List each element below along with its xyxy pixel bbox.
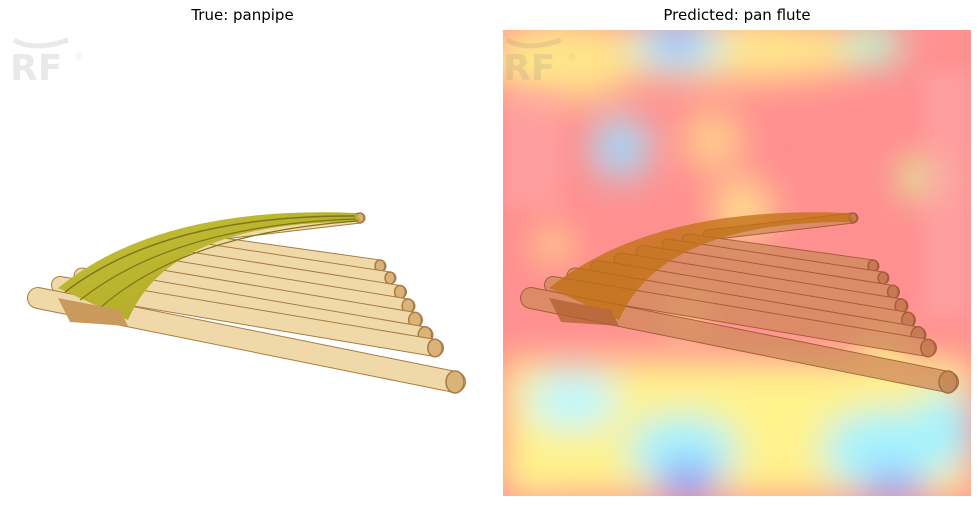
pipe-tube bbox=[121, 253, 415, 313]
left-panel-title: True: panpipe bbox=[191, 6, 294, 24]
watermark-logo-overlay: RF ® bbox=[503, 37, 577, 89]
heatmap-overlay-image: RF ® bbox=[503, 30, 971, 496]
watermark-logo: RF ® bbox=[10, 37, 84, 89]
heatmap-blobs bbox=[503, 30, 971, 496]
pipe-tube bbox=[637, 246, 899, 298]
svg-text:®: ® bbox=[74, 52, 84, 63]
pipe-tube-opening bbox=[920, 338, 936, 358]
svg-text:®: ® bbox=[567, 52, 577, 63]
svg-text:RF: RF bbox=[10, 48, 62, 89]
pipe-tube-opening bbox=[427, 338, 443, 358]
pipe-tube bbox=[662, 239, 889, 284]
right-panel-title: Predicted: pan flute bbox=[663, 6, 811, 24]
binding-band bbox=[58, 212, 362, 326]
pipe-tube bbox=[189, 234, 386, 272]
pipe-tube-opening bbox=[445, 370, 465, 394]
pipe-tube bbox=[614, 253, 908, 313]
svg-text:RF: RF bbox=[503, 48, 555, 89]
heatmap-panel: RF ® bbox=[503, 30, 971, 496]
pipe-tube bbox=[169, 239, 396, 284]
pipe-tube-opening bbox=[938, 370, 958, 394]
pipe-tube bbox=[682, 234, 879, 272]
pipe-tube bbox=[144, 246, 406, 298]
binding-band-overlay bbox=[549, 212, 855, 326]
panpipe-image: RF ® bbox=[10, 37, 466, 394]
pipe-tube-opening bbox=[877, 271, 889, 285]
pipe-tube-opening bbox=[384, 271, 396, 285]
original-image-panel: RF ® bbox=[10, 30, 475, 496]
